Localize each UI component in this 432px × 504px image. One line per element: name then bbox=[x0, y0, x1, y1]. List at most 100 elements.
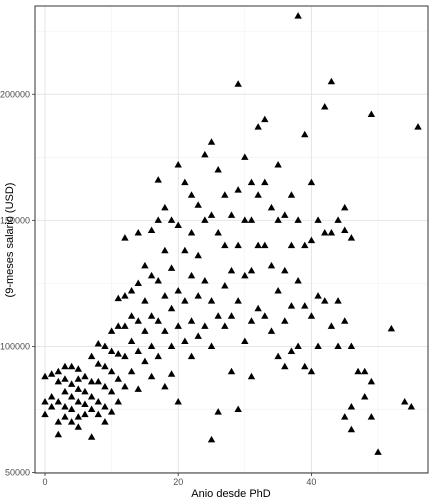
x-tick-label: 0 bbox=[42, 477, 47, 487]
data-point bbox=[154, 352, 162, 360]
data-point bbox=[274, 160, 282, 168]
data-point bbox=[361, 392, 369, 400]
data-point bbox=[161, 246, 169, 254]
data-point bbox=[67, 380, 76, 387]
data-point bbox=[167, 264, 176, 271]
data-point bbox=[161, 327, 169, 334]
x-axis-title: Anio desde PhD bbox=[191, 488, 271, 500]
data-point bbox=[354, 367, 362, 375]
panel-border bbox=[34, 5, 429, 474]
y-tick-label: 150000 bbox=[0, 215, 30, 225]
data-point bbox=[154, 317, 162, 324]
data-point bbox=[207, 297, 216, 304]
data-point bbox=[367, 110, 376, 118]
data-point bbox=[294, 216, 302, 223]
data-point bbox=[147, 271, 156, 279]
data-point bbox=[347, 342, 356, 350]
data-point bbox=[134, 317, 142, 324]
data-point bbox=[187, 271, 196, 279]
data-point bbox=[261, 115, 269, 123]
data-point bbox=[114, 350, 122, 357]
data-point bbox=[227, 367, 236, 375]
data-point bbox=[174, 221, 182, 228]
data-point bbox=[221, 241, 229, 249]
data-point bbox=[67, 362, 76, 370]
data-point bbox=[221, 281, 229, 289]
data-point bbox=[141, 327, 149, 334]
data-point bbox=[67, 392, 76, 400]
data-point bbox=[161, 203, 169, 211]
data-point bbox=[167, 304, 176, 312]
data-point bbox=[74, 375, 82, 382]
data-point bbox=[74, 385, 82, 392]
data-point bbox=[194, 251, 202, 259]
data-point bbox=[254, 304, 262, 312]
data-point bbox=[227, 266, 236, 274]
data-point bbox=[274, 287, 282, 294]
data-point bbox=[334, 342, 342, 350]
data-point bbox=[234, 186, 242, 193]
data-point bbox=[47, 392, 56, 400]
data-point bbox=[81, 387, 89, 395]
data-point bbox=[161, 292, 169, 299]
data-point bbox=[141, 261, 149, 269]
data-point bbox=[341, 317, 349, 324]
data-point bbox=[121, 382, 129, 390]
data-point bbox=[400, 397, 409, 405]
data-point bbox=[121, 234, 129, 241]
data-point bbox=[187, 352, 196, 360]
data-point bbox=[314, 342, 322, 350]
data-point bbox=[294, 342, 302, 350]
data-point bbox=[154, 276, 162, 284]
data-point bbox=[121, 292, 129, 299]
data-point bbox=[281, 211, 289, 218]
data-point bbox=[234, 405, 242, 413]
data-point bbox=[181, 178, 189, 186]
data-point bbox=[327, 77, 336, 85]
data-point bbox=[261, 178, 269, 186]
data-point bbox=[94, 410, 102, 418]
data-point bbox=[67, 405, 76, 413]
data-point bbox=[281, 317, 289, 324]
data-point bbox=[207, 435, 216, 443]
data-point bbox=[214, 229, 222, 236]
data-point bbox=[207, 342, 216, 350]
y-tick-label: 50000 bbox=[5, 467, 30, 477]
data-point bbox=[254, 191, 262, 198]
data-point bbox=[281, 266, 289, 274]
data-point bbox=[147, 312, 156, 319]
data-point bbox=[361, 367, 369, 375]
data-point bbox=[134, 229, 142, 236]
x-tick-label: 40 bbox=[306, 477, 316, 487]
data-point bbox=[107, 408, 116, 415]
data-point bbox=[267, 203, 276, 211]
data-point bbox=[87, 392, 96, 400]
data-point bbox=[174, 287, 182, 294]
data-point bbox=[161, 382, 169, 390]
data-point bbox=[101, 382, 109, 390]
data-point bbox=[307, 367, 316, 375]
grid-minor bbox=[35, 6, 428, 473]
data-point bbox=[221, 191, 229, 198]
data-point bbox=[287, 302, 296, 309]
data-point bbox=[214, 408, 222, 415]
data-point bbox=[247, 372, 256, 380]
data-point bbox=[154, 216, 162, 223]
data-point bbox=[347, 234, 356, 241]
data-point bbox=[107, 347, 116, 355]
data-point bbox=[147, 372, 156, 380]
data-point bbox=[294, 276, 302, 284]
data-point bbox=[247, 216, 256, 223]
data-point bbox=[281, 362, 289, 370]
tick-labels: 0 20 40 50000 100000 150000 200000 bbox=[0, 89, 316, 487]
data-point bbox=[241, 271, 249, 279]
data-point bbox=[47, 403, 56, 410]
data-point bbox=[347, 403, 356, 410]
data-point bbox=[127, 337, 136, 344]
data-point bbox=[221, 322, 229, 329]
data-point bbox=[54, 397, 63, 405]
data-point bbox=[174, 322, 182, 329]
data-point bbox=[114, 322, 122, 329]
data-point bbox=[54, 418, 63, 425]
